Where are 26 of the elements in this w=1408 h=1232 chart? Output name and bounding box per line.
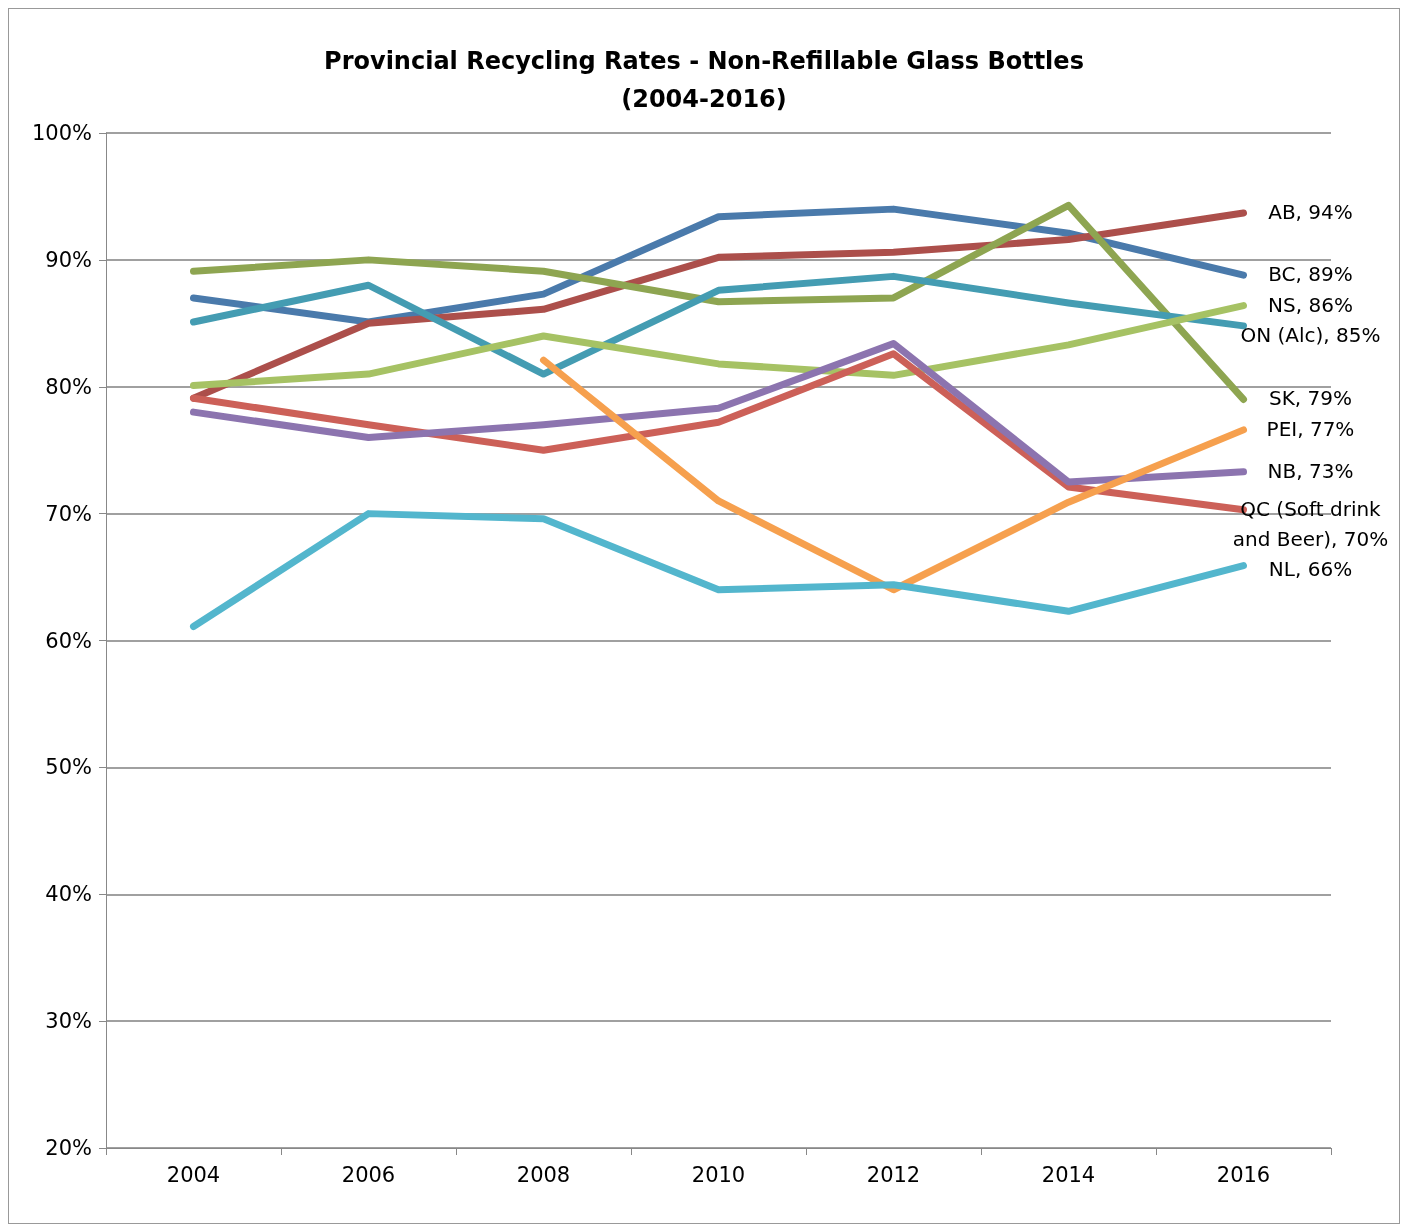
- annotation: QC (Soft drink and Beer), 70%: [1231, 495, 1390, 553]
- annotation: NS, 86%: [1267, 291, 1354, 319]
- annotation: ON (Alc), 85%: [1239, 321, 1382, 349]
- y-tick-label: 60%: [45, 628, 92, 653]
- y-tick-label: 70%: [45, 501, 92, 526]
- annotation: PEI, 77%: [1265, 415, 1356, 443]
- y-tick-label: 80%: [45, 374, 92, 399]
- y-tick-label: 40%: [45, 882, 92, 907]
- x-tick-label: 2004: [166, 1162, 221, 1187]
- x-tick-label: 2012: [866, 1162, 921, 1187]
- x-tick-label: 2010: [691, 1162, 746, 1187]
- x-tick-label: 2014: [1041, 1162, 1096, 1187]
- chart-title: Provincial Recycling Rates - Non-Refillable Glass Bottles (2004-2016): [324, 47, 1084, 113]
- y-tick-label: 100%: [31, 121, 92, 145]
- y-tick-label: 90%: [45, 247, 92, 272]
- annotation: NL, 66%: [1267, 555, 1354, 583]
- x-tick-label: 2006: [341, 1162, 396, 1187]
- y-tick-label: 50%: [45, 755, 92, 780]
- y-tick-label: 30%: [45, 1009, 92, 1034]
- annotation: BC, 89%: [1267, 261, 1354, 289]
- x-tick-label: 2008: [516, 1162, 571, 1187]
- annotation: AB, 94%: [1267, 198, 1354, 226]
- y-tick-label: 20%: [45, 1136, 92, 1160]
- annotation: SK, 79%: [1268, 385, 1353, 413]
- annotation: NB, 73%: [1266, 457, 1355, 485]
- x-tick-label: 2016: [1216, 1162, 1271, 1187]
